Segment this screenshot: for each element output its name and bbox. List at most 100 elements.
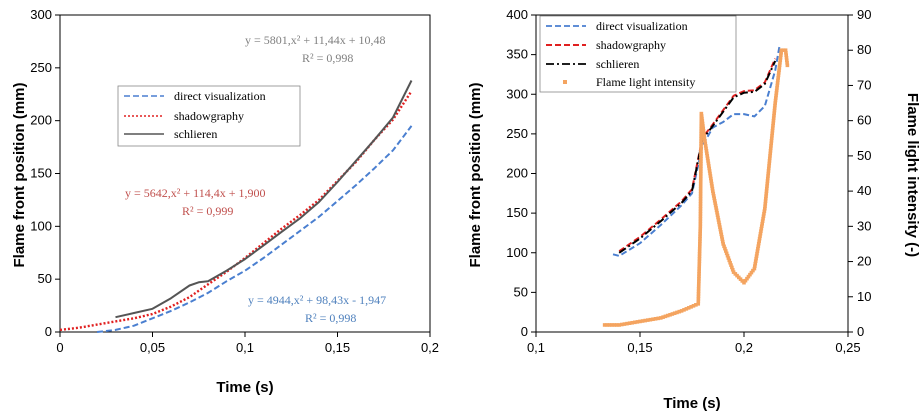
- data-point-flame-light-intensity: [762, 211, 766, 216]
- fit-r2-schlieren: R² = 0,998: [302, 51, 353, 65]
- data-point-flame-light-intensity: [776, 73, 781, 78]
- data-point-flame-light-intensity: [767, 161, 772, 166]
- data-point-flame-light-intensity: [749, 270, 754, 275]
- y-tick-label: 200: [506, 166, 528, 181]
- data-point-flame-light-intensity: [762, 209, 767, 214]
- data-point-flame-light-intensity: [651, 317, 655, 322]
- data-point-flame-light-intensity: [698, 212, 703, 216]
- data-point-flame-light-intensity: [755, 251, 759, 256]
- data-point-flame-light-intensity: [709, 176, 713, 181]
- data-point-flame-light-intensity: [710, 186, 715, 191]
- data-point-flame-light-intensity: [696, 284, 701, 289]
- data-point-flame-light-intensity: [764, 189, 769, 193]
- data-point-flame-light-intensity: [777, 68, 781, 73]
- data-point-flame-light-intensity: [705, 154, 710, 158]
- y-axis-right-secondary: 0 10 20 30 40 50 60 70 80 90: [848, 7, 871, 339]
- data-point-flame-light-intensity: [698, 186, 703, 191]
- y-axis-label-left: Flame front position (mm): [11, 83, 28, 268]
- y-axis-right-primary: 0 50 100 150 200 250 300 350 400: [506, 7, 536, 339]
- legend-swatch-flame-light-intensity: [563, 80, 567, 84]
- data-point-flame-light-intensity: [697, 254, 702, 259]
- data-point-flame-light-intensity: [729, 263, 733, 267]
- data-point-flame-light-intensity: [764, 186, 769, 191]
- series-group-left: [59, 80, 413, 333]
- data-point-flame-light-intensity: [697, 279, 701, 284]
- data-point-flame-light-intensity: [768, 146, 773, 151]
- fit-r2-shadowgraphy: R² = 0,999: [182, 204, 233, 218]
- data-point-flame-light-intensity: [713, 201, 717, 205]
- y-tick-label: 0: [521, 324, 528, 339]
- data-point-flame-light-intensity: [694, 303, 698, 307]
- data-point-flame-light-intensity: [766, 166, 771, 171]
- data-point-flame-light-intensity: [766, 169, 771, 173]
- data-point-flame-light-intensity: [770, 133, 774, 138]
- data-point-flame-light-intensity: [648, 317, 653, 322]
- y2-tick-label: 40: [857, 183, 871, 198]
- data-point-flame-light-intensity: [698, 214, 703, 219]
- data-point-flame-light-intensity: [768, 149, 773, 153]
- data-point-flame-light-intensity: [719, 232, 724, 237]
- data-point-flame-light-intensity: [775, 81, 780, 85]
- data-point-flame-light-intensity: [779, 53, 783, 58]
- data-point-flame-light-intensity: [769, 138, 774, 143]
- data-point-flame-light-intensity: [706, 161, 711, 166]
- data-point-flame-light-intensity: [709, 181, 714, 186]
- data-point-flame-light-intensity: [784, 55, 789, 60]
- data-point-flame-light-intensity: [612, 323, 617, 327]
- y-tick-label: 200: [30, 113, 52, 128]
- data-point-flame-light-intensity: [638, 319, 642, 324]
- y-tick-label: 100: [506, 245, 528, 260]
- data-point-flame-light-intensity: [771, 116, 776, 120]
- data-point-flame-light-intensity: [702, 136, 707, 141]
- y2-tick-label: 30: [857, 218, 871, 233]
- data-point-flame-light-intensity: [773, 101, 777, 105]
- data-point-flame-light-intensity: [700, 119, 705, 123]
- data-point-flame-light-intensity: [699, 161, 703, 166]
- data-point-flame-light-intensity: [766, 171, 771, 176]
- data-point-flame-light-intensity: [668, 312, 672, 317]
- data-point-flame-light-intensity: [698, 232, 702, 236]
- data-point-flame-light-intensity: [761, 214, 766, 219]
- data-point-flame-light-intensity: [765, 181, 770, 186]
- data-point-flame-light-intensity: [765, 184, 769, 188]
- data-point-flame-light-intensity: [771, 121, 776, 125]
- data-point-flame-light-intensity: [752, 266, 757, 271]
- y-tick-label: 250: [30, 60, 52, 75]
- data-point-flame-light-intensity: [770, 131, 775, 136]
- data-point-flame-light-intensity: [772, 106, 777, 110]
- data-point-flame-light-intensity: [677, 309, 682, 314]
- data-point-flame-light-intensity: [717, 222, 722, 227]
- y2-tick-label: 0: [857, 324, 864, 339]
- data-point-flame-light-intensity: [699, 156, 703, 161]
- x-tick-label: 0,2: [735, 340, 753, 355]
- data-point-flame-light-intensity: [697, 264, 702, 269]
- data-point-flame-light-intensity: [698, 199, 703, 204]
- data-point-flame-light-intensity: [697, 259, 702, 264]
- data-point-flame-light-intensity: [696, 294, 701, 299]
- data-point-flame-light-intensity: [723, 246, 727, 251]
- data-point-flame-light-intensity: [718, 227, 723, 232]
- data-point-flame-light-intensity: [771, 118, 776, 123]
- data-point-flame-light-intensity: [763, 204, 767, 209]
- data-point-flame-light-intensity: [761, 216, 765, 221]
- data-point-flame-light-intensity: [697, 269, 701, 274]
- data-point-flame-light-intensity: [704, 146, 708, 151]
- data-point-flame-light-intensity: [699, 114, 704, 118]
- series-line-schlieren: [618, 60, 777, 254]
- y-tick-label: 300: [30, 7, 52, 22]
- data-point-flame-light-intensity: [698, 194, 703, 199]
- chart-left: 0 50 100 150 200 250 300 0 0,05 0,1 0,15 0,2 Time …: [11, 7, 439, 396]
- data-point-flame-light-intensity: [705, 151, 709, 156]
- data-point-flame-light-intensity: [714, 206, 718, 210]
- data-point-flame-light-intensity: [757, 239, 761, 243]
- data-point-flame-light-intensity: [699, 111, 704, 116]
- data-point-flame-light-intensity: [699, 141, 703, 146]
- data-point-flame-light-intensity: [758, 231, 763, 236]
- data-point-flame-light-intensity: [756, 244, 761, 248]
- data-point-flame-light-intensity: [777, 63, 782, 68]
- data-point-flame-light-intensity: [607, 323, 612, 327]
- data-point-flame-light-intensity: [724, 251, 729, 256]
- x-axis-left: 0 0,05 0,1 0,15 0,2: [56, 332, 439, 355]
- data-point-flame-light-intensity: [697, 272, 701, 276]
- data-point-flame-light-intensity: [726, 256, 731, 260]
